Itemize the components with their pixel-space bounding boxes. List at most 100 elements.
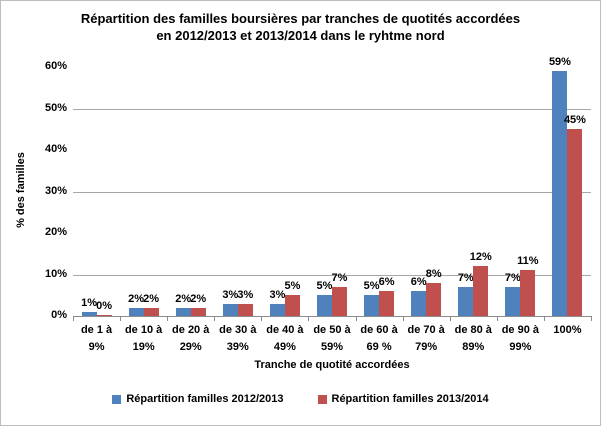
legend-entry-2013-2014: Répartition familles 2013/2014 [317, 393, 489, 405]
axis-tick [120, 316, 122, 321]
legend-entry-2012-2013: Répartition familles 2012/2013 [112, 393, 284, 405]
legend-label: Répartition familles 2013/2014 [331, 393, 489, 405]
x-category-label: 100% [538, 322, 597, 339]
bar [269, 303, 285, 316]
bar-value-label: 8% [425, 267, 442, 280]
gridline [73, 108, 591, 110]
y-tick-label: 60% [44, 60, 67, 72]
x-category-label-line: 9% [88, 341, 105, 353]
x-category-label-line: de 20 à [172, 324, 210, 336]
axis-tick [543, 316, 545, 321]
x-category-label-line: de 50 à [313, 324, 351, 336]
x-category-label-line: de 30 à [219, 324, 257, 336]
bar [317, 295, 332, 316]
x-category-label-line: 29% [179, 341, 202, 353]
x-category-label-line: de 70 à [407, 324, 445, 336]
bar-value-label: 11% [517, 255, 539, 268]
bar-value-label: 12% [469, 251, 492, 264]
x-category-label-line: 69 % [366, 341, 392, 353]
bar-value-label: 7% [457, 271, 474, 284]
x-category-label-line: de 90 à [501, 324, 539, 336]
bar-value-label: 6% [410, 276, 427, 289]
bar [332, 286, 347, 316]
legend-swatch-blue-icon [112, 394, 122, 404]
y-tick-label: 40% [44, 143, 67, 155]
chart-title-line2: en 2012/2013 et 2013/2014 dans le ryhtme… [156, 28, 445, 43]
y-tick-label: 20% [44, 226, 67, 238]
x-category-label-line: 59% [320, 341, 343, 353]
x-category-label-line: de 10 à [124, 324, 163, 336]
bar [237, 303, 253, 316]
bar-value-label: 5% [363, 280, 380, 293]
gridline [73, 191, 591, 193]
legend-swatch-red-icon [317, 394, 327, 404]
bar [81, 311, 97, 316]
bar [473, 266, 489, 316]
bar-value-label: 2% [143, 292, 160, 305]
bar [520, 270, 536, 316]
y-tick-label: 0% [51, 309, 67, 321]
axis-tick [449, 316, 451, 321]
y-axis-title: % des familles [15, 152, 27, 228]
bar [143, 307, 159, 316]
chart-title: Répartition des familles boursières par … [1, 10, 600, 44]
bar-value-label: 5% [284, 280, 301, 293]
legend-label: Répartition familles 2012/2013 [126, 393, 284, 405]
x-category-label: de 20 à 29% [161, 322, 220, 356]
bar [284, 295, 300, 316]
x-category-label-line: 99% [509, 341, 532, 353]
bar-value-label: 6% [378, 276, 395, 289]
x-category-label-line: 49% [273, 341, 296, 353]
gridline [73, 274, 591, 276]
axis-tick [214, 316, 216, 321]
x-category-label-line: 79% [415, 341, 438, 353]
bar [175, 307, 191, 316]
bar [458, 286, 474, 316]
x-category-label-line: 100% [553, 324, 582, 336]
bar [190, 307, 206, 316]
x-category-label-line: 19% [132, 341, 155, 353]
y-tick-label: 50% [44, 101, 67, 114]
y-tick-label: 30% [44, 184, 67, 197]
bar-value-label: 7% [504, 271, 521, 284]
bar [567, 129, 583, 316]
bar-value-label: 2% [175, 292, 192, 305]
axis-tick [496, 316, 498, 321]
y-tick-label: 10% [44, 267, 67, 280]
bar-value-label: 2% [190, 292, 207, 305]
axis-tick [591, 316, 592, 321]
x-category-label: de 40 à 49% [255, 322, 314, 356]
x-category-label: de 80 à 89% [444, 322, 503, 356]
bar-value-label: 3% [269, 288, 286, 301]
x-category-label: de 1 à 9% [67, 322, 126, 356]
x-category-label: de 90 à 99% [491, 322, 550, 356]
bar [505, 286, 521, 316]
bar [552, 71, 568, 316]
x-axis-title: Tranche de quotité accordées [254, 359, 410, 371]
axis-tick [355, 316, 357, 321]
axis-tick [402, 316, 404, 321]
x-category-label: de 60 à 69 % [350, 322, 409, 356]
bar [364, 295, 380, 316]
bar-value-label: 3% [222, 288, 239, 301]
chart-title-line1: Répartition des familles boursières par … [80, 11, 521, 26]
bar-value-label: 7% [331, 271, 348, 284]
axis-tick [73, 316, 74, 321]
x-category-label-line: 89% [462, 341, 485, 353]
bar [411, 291, 427, 316]
x-category-label-line: de 40 à [266, 324, 304, 336]
x-category-label-line: 39% [226, 341, 249, 353]
bar-value-label: 45% [563, 114, 586, 127]
axis-tick [261, 316, 263, 321]
bar-value-label: 59% [548, 56, 571, 69]
bar [426, 282, 442, 316]
x-category-label: de 10 à 19% [114, 322, 173, 356]
bar [379, 291, 395, 316]
x-category-label-line: de 1 à [80, 324, 113, 336]
x-category-label: de 70 à 79% [397, 322, 456, 356]
bar [96, 314, 112, 316]
x-category-label-line: de 60 à [360, 324, 398, 336]
bar-value-label: 1% [81, 296, 97, 309]
legend: Répartition familles 2012/2013 Répartiti… [1, 393, 600, 405]
